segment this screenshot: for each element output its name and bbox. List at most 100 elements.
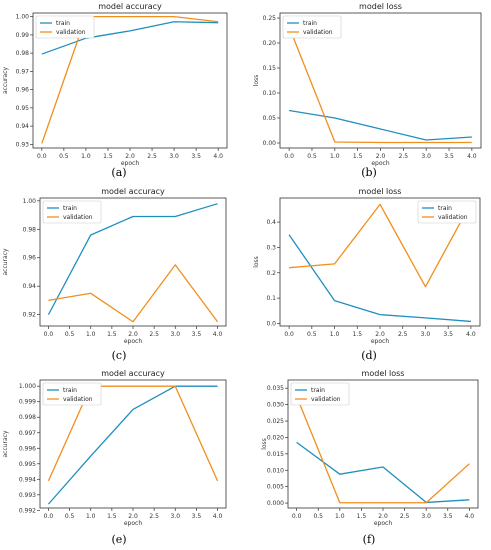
panel-caption: (f) [363, 533, 376, 546]
chart-title: model accuracy [101, 369, 165, 378]
panel-caption: (a) [111, 166, 126, 179]
x-tick-label: 1.5 [103, 153, 113, 160]
y-tick-label: 0.20 [263, 40, 277, 47]
x-tick-label: 0.5 [313, 513, 323, 520]
series-line-validation [41, 15, 219, 144]
x-tick-label: 1.0 [335, 513, 345, 520]
y-tick-label: 0.98 [23, 226, 37, 233]
x-tick-label: 0.0 [37, 153, 47, 160]
chart-panel-4: model loss 0.0 0.5 1.0 1.5 2.0 2.5 3.0 3.5 4.0 epo… [253, 187, 481, 362]
y-tick-label: 0.2 [266, 270, 276, 277]
y-tick-label: 0.99 [16, 32, 30, 39]
y-axis-label: loss [261, 438, 268, 450]
series-line-train [47, 385, 218, 505]
x-axis-label: epoch [121, 160, 139, 167]
x-tick-label: 3.0 [170, 331, 180, 338]
x-tick-label: 3.5 [443, 331, 453, 338]
y-tick-label: 0.992 [19, 507, 36, 514]
legend-label-train: train [63, 387, 77, 394]
x-tick-label: 2.0 [376, 153, 386, 160]
y-tick-label: 0.030 [267, 402, 284, 409]
y-tick-label: 1.00 [23, 198, 37, 205]
x-tick-label: 0.5 [307, 153, 317, 160]
legend-label-validation: validation [303, 29, 333, 36]
x-tick-label: 3.5 [191, 153, 201, 160]
chart-panel-1: model accuracy 0.0 0.5 1.0 1.5 2.0 2.5 3.0 3.5 4.… [2, 2, 228, 179]
legend: train validation [35, 15, 95, 39]
x-tick-label: 1.0 [330, 331, 340, 338]
x-tick-label: 0.5 [65, 331, 75, 338]
y-tick-label: 0.020 [267, 434, 284, 441]
y-axis-label: loss [253, 256, 260, 268]
x-tick-label: 1.5 [353, 153, 363, 160]
y-tick-label: 0.015 [267, 451, 284, 458]
chart-panel-3: model accuracy 0.0 0.5 1.0 1.5 2.0 2.5 3.0 3.5 4.… [2, 187, 227, 362]
legend: train validation [290, 382, 350, 406]
y-tick-label: 0.998 [19, 414, 36, 421]
series-line-train [41, 21, 219, 55]
series-line-validation [48, 264, 219, 323]
y-axis-label: accuracy [2, 430, 9, 458]
x-tick-label: 4.0 [466, 331, 476, 338]
y-axis-label: accuracy [2, 67, 9, 95]
legend-label-train: train [311, 387, 325, 394]
x-tick-label: 0.0 [284, 331, 294, 338]
chart-title: model accuracy [101, 187, 165, 196]
legend: train validation [42, 382, 102, 406]
y-tick-label: 1.000 [19, 383, 36, 390]
y-tick-label: 0.97 [16, 68, 30, 75]
series-line-validation [289, 202, 472, 288]
series-line-train [47, 203, 218, 315]
x-axis-label: epoch [124, 520, 142, 527]
x-tick-label: 0.0 [44, 331, 54, 338]
legend: train validation [42, 200, 102, 224]
x-tick-label: 3.0 [170, 513, 180, 520]
y-tick-label: 0.94 [16, 123, 30, 130]
series-line-train [296, 441, 470, 504]
legend-label-train: train [303, 20, 317, 27]
y-tick-label: 0.995 [19, 461, 36, 468]
x-tick-label: 0.5 [307, 331, 317, 338]
x-tick-label: 1.5 [352, 331, 362, 338]
x-tick-label: 3.5 [192, 513, 202, 520]
series-line-validation [47, 385, 219, 482]
y-tick-label: 0.05 [263, 115, 277, 122]
x-tick-label: 2.0 [125, 153, 135, 160]
y-tick-label: 0.96 [16, 87, 30, 94]
y-tick-label: 0.98 [16, 50, 30, 57]
y-tick-label: 0.994 [19, 476, 36, 483]
y-tick-label: 0.035 [267, 385, 284, 392]
y-tick-label: 0.4 [266, 219, 276, 226]
panel-caption: (b) [361, 166, 377, 179]
x-tick-label: 1.0 [86, 331, 96, 338]
series-line-validation [288, 26, 472, 144]
y-tick-label: 0.010 [267, 467, 284, 474]
series-line-train [289, 109, 472, 141]
chart-title: model loss [359, 2, 402, 11]
x-tick-label: 2.0 [378, 513, 388, 520]
chart-title: model loss [362, 369, 405, 378]
y-tick-label: 0.993 [19, 492, 36, 499]
x-tick-label: 4.0 [213, 331, 223, 338]
x-tick-label: 3.5 [443, 513, 453, 520]
y-tick-label: 0.92 [23, 312, 37, 319]
y-tick-label: 0.95 [16, 105, 30, 112]
series-line-train [288, 234, 471, 323]
legend-label-train: train [56, 20, 70, 27]
y-tick-label: 0.94 [23, 283, 37, 290]
x-tick-label: 0.5 [65, 513, 75, 520]
x-tick-label: 0.0 [44, 513, 54, 520]
x-tick-label: 1.0 [81, 153, 91, 160]
y-tick-label: 0.25 [263, 15, 277, 22]
x-tick-label: 3.0 [421, 331, 431, 338]
x-tick-label: 3.0 [421, 513, 431, 520]
y-tick-label: 0.025 [267, 418, 284, 425]
x-axis-label: epoch [371, 338, 389, 345]
chart-panel-6: model loss 0.0 0.5 1.0 1.5 2.0 2.5 3.0 3.5 4.0 epo… [261, 369, 479, 546]
panel-caption: (e) [111, 533, 126, 546]
x-tick-label: 1.5 [107, 513, 117, 520]
x-tick-label: 1.0 [330, 153, 340, 160]
y-tick-label: 0.00 [263, 140, 277, 147]
legend-label-train: train [63, 205, 77, 212]
chart-panel-2: model loss 0.0 0.5 1.0 1.5 2.0 2.5 3.0 3.5 4.0 epo… [253, 2, 482, 179]
